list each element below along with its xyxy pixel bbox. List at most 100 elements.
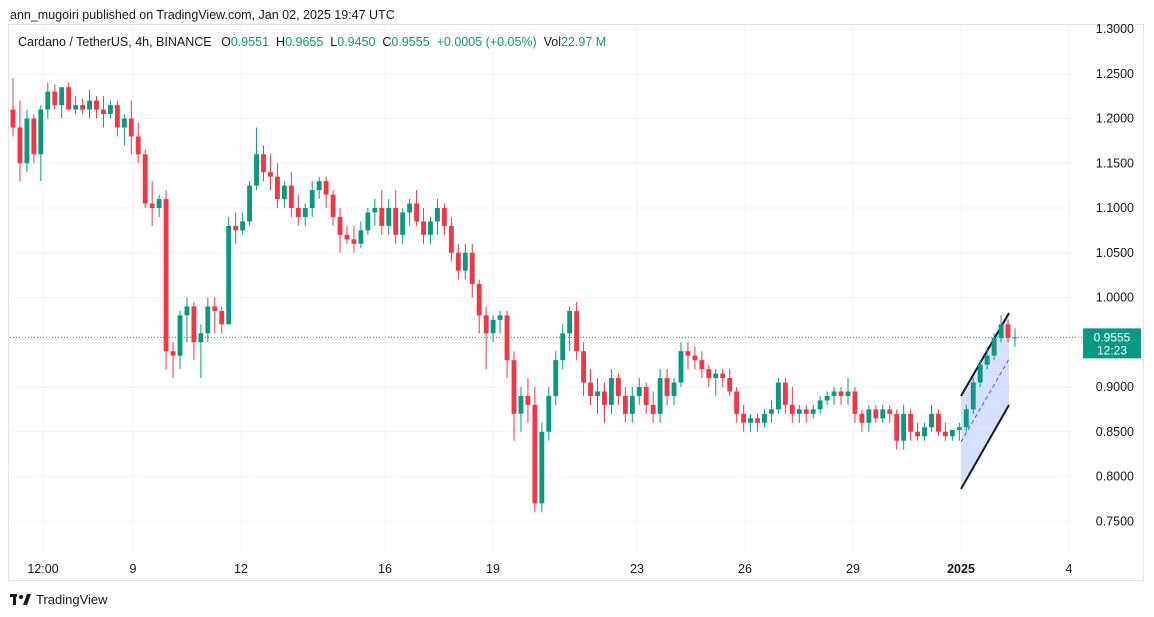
x-tick-label: 16 xyxy=(378,562,392,576)
candle-body xyxy=(135,136,141,155)
candle xyxy=(128,100,134,155)
candle-body xyxy=(588,382,593,396)
close-label: C xyxy=(382,35,392,49)
candle xyxy=(678,342,684,387)
candle xyxy=(261,145,266,182)
candle-body xyxy=(581,351,587,383)
candle xyxy=(845,378,851,405)
candle-body xyxy=(901,413,907,441)
channel-midline xyxy=(960,358,1010,443)
candle-body xyxy=(337,216,343,235)
candle-body xyxy=(400,212,406,235)
candle-body xyxy=(247,185,253,222)
candle-body xyxy=(727,378,733,392)
candle xyxy=(233,212,239,244)
candle xyxy=(142,149,148,208)
candle xyxy=(824,391,830,405)
candle xyxy=(163,190,169,370)
candle-body xyxy=(629,395,635,414)
candle xyxy=(567,306,573,352)
candle xyxy=(365,208,371,235)
candle-body xyxy=(560,333,566,361)
candle xyxy=(323,176,329,208)
candle-body xyxy=(170,351,176,356)
candle xyxy=(101,96,106,128)
candle-body xyxy=(810,409,816,414)
y-tick-label: 1.3000 xyxy=(1096,22,1134,36)
candle xyxy=(393,190,399,244)
candle-body xyxy=(859,413,865,423)
candle-body xyxy=(942,431,948,437)
candle xyxy=(462,243,468,280)
candle xyxy=(66,82,72,110)
candle-body xyxy=(720,373,726,379)
candle xyxy=(894,409,900,450)
high-label: H xyxy=(276,35,286,49)
y-tick-label: 0.7500 xyxy=(1096,514,1134,528)
candle xyxy=(581,342,587,396)
footer-brand[interactable]: TradingView xyxy=(10,592,108,607)
candle-body xyxy=(525,395,531,405)
candle-body xyxy=(101,109,106,115)
candle-body xyxy=(678,351,684,383)
candle xyxy=(838,387,844,405)
candle-body xyxy=(532,404,538,504)
brand-name: TradingView xyxy=(36,592,108,607)
candle xyxy=(135,122,141,164)
candle xyxy=(107,100,113,119)
open-label: O xyxy=(221,35,231,49)
candle xyxy=(45,82,51,119)
candle xyxy=(31,114,37,164)
candle-body xyxy=(936,413,941,432)
candle xyxy=(518,387,524,432)
candle-body xyxy=(142,154,148,204)
last-price-tag xyxy=(1083,328,1141,359)
candle-body xyxy=(414,203,420,222)
candle-body xyxy=(817,400,823,410)
x-tick-label: 29 xyxy=(846,562,860,576)
candle-body xyxy=(52,91,58,106)
candle-body xyxy=(880,409,886,419)
candle xyxy=(775,378,781,414)
candle xyxy=(671,378,677,405)
candle-body xyxy=(650,404,656,414)
candle xyxy=(915,422,921,441)
candle xyxy=(977,360,983,387)
candle-body xyxy=(268,172,273,177)
candle xyxy=(956,422,962,441)
x-tick-label: 12:00 xyxy=(27,562,58,576)
candle-body xyxy=(741,413,747,423)
candle xyxy=(121,114,127,146)
candle xyxy=(386,199,392,235)
candle xyxy=(316,176,322,200)
candle xyxy=(198,324,204,379)
candle xyxy=(692,346,698,370)
candle-body xyxy=(657,378,663,414)
y-tick-label: 1.0000 xyxy=(1096,291,1134,305)
candle-body xyxy=(121,118,127,128)
candle-body xyxy=(330,194,336,217)
candle-body xyxy=(803,409,809,414)
candle xyxy=(574,301,580,361)
candle-body xyxy=(539,431,545,504)
candle xyxy=(428,216,433,244)
candle-body xyxy=(226,225,232,325)
candle xyxy=(497,310,503,334)
candle-body xyxy=(365,212,371,231)
candle xyxy=(769,400,774,423)
candle xyxy=(553,351,559,405)
candle-body xyxy=(518,395,524,414)
candle xyxy=(24,109,30,173)
candle xyxy=(52,84,58,110)
candle-body xyxy=(915,431,921,437)
candle-body xyxy=(887,409,893,414)
candle-body xyxy=(428,221,433,235)
candle-body xyxy=(198,333,204,343)
candle-body xyxy=(692,355,698,361)
candle-body xyxy=(671,382,677,396)
candle-body xyxy=(240,221,246,231)
candle xyxy=(448,216,454,262)
candle-body xyxy=(205,306,211,334)
candle-body xyxy=(769,409,774,414)
